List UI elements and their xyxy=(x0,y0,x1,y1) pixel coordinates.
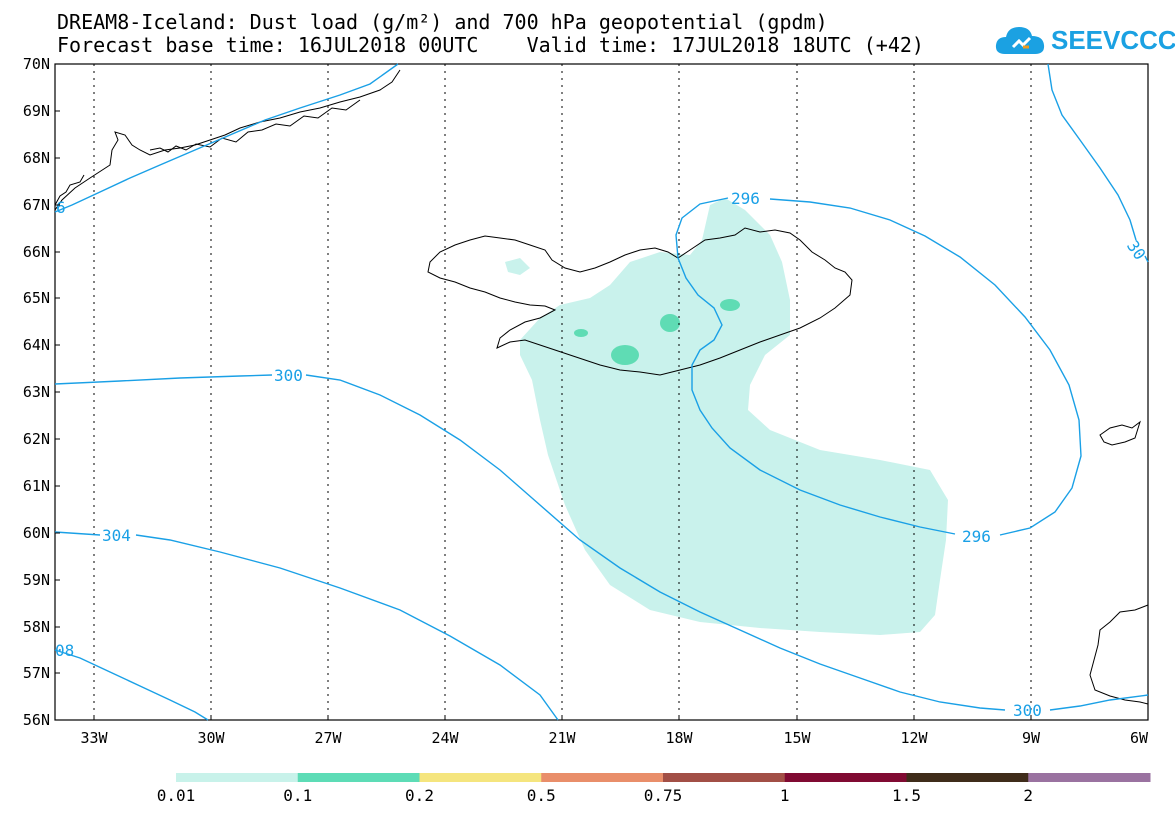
lat-tick-label: 70N xyxy=(23,55,50,73)
contour-label: 300 xyxy=(1013,701,1042,720)
greenland-coast-detail xyxy=(54,99,361,206)
contour-300 xyxy=(54,374,1149,711)
lon-tick-label: 33W xyxy=(80,729,108,747)
lat-tick-label: 57N xyxy=(23,664,50,682)
scotland-coast xyxy=(1089,604,1149,705)
lon-tick-label: 9W xyxy=(1022,729,1041,747)
contour-308 xyxy=(54,649,209,721)
colorbar-segment xyxy=(906,773,1029,782)
colorbar-segment xyxy=(1028,773,1151,782)
cloud-icon xyxy=(995,27,1045,54)
contour-300-nw xyxy=(54,63,399,213)
lon-tick-label: 12W xyxy=(900,729,928,747)
contour-300-east xyxy=(1047,63,1149,263)
contour-296 xyxy=(675,197,1082,536)
contour-label: 08 xyxy=(55,641,74,660)
lat-tick-label: 60N xyxy=(23,524,50,542)
lon-tick-label: 21W xyxy=(548,729,576,747)
logo-text: SEEVCCC xyxy=(1051,25,1175,55)
dust-patch xyxy=(660,314,680,332)
lat-tick-label: 59N xyxy=(23,571,50,589)
lon-tick-label: 30W xyxy=(197,729,225,747)
lon-tick-label: 6W xyxy=(1130,729,1149,747)
grid-lines xyxy=(93,64,1032,720)
lat-tick-label: 61N xyxy=(23,477,50,495)
colorbar-label: 1 xyxy=(779,786,790,805)
lon-tick-label: 15W xyxy=(783,729,811,747)
colorbar-segment xyxy=(663,773,786,782)
lat-tick-label: 67N xyxy=(23,196,50,214)
faroe-islands xyxy=(1099,420,1141,446)
title-line-1: DREAM8-Iceland: Dust load (g/m²) and 700… xyxy=(57,10,828,34)
colorbar-label: 0.5 xyxy=(526,786,556,805)
dust-area-low-west xyxy=(505,258,530,275)
contour-label: 304 xyxy=(102,526,131,545)
lat-tick-label: 62N xyxy=(23,430,50,448)
lon-axis: 33W 30W 27W 24W 21W 18W 15W 12W 9W 6W xyxy=(80,715,1149,747)
contour-label: 296 xyxy=(731,189,760,208)
contour-label: 296 xyxy=(962,527,991,546)
lat-tick-label: 64N xyxy=(23,336,50,354)
colorbar-label: 0.2 xyxy=(405,786,434,805)
colorbar-label: 0.01 xyxy=(156,786,196,805)
title-line-2: Forecast base time: 16JUL2018 00UTC Vali… xyxy=(57,33,924,57)
seevccc-logo: SEEVCCC xyxy=(993,18,1175,62)
iceland-coast xyxy=(427,227,853,376)
lat-tick-label: 58N xyxy=(23,618,50,636)
lat-tick-label: 69N xyxy=(23,102,50,120)
lat-tick-label: 56N xyxy=(23,711,50,729)
colorbar-segment xyxy=(541,773,664,782)
lat-tick-label: 65N xyxy=(23,289,50,307)
lon-tick-label: 24W xyxy=(431,729,459,747)
dust-patch xyxy=(574,329,588,337)
contour-304 xyxy=(54,531,559,721)
lat-axis: 70N 69N 68N 67N 66N 65N 64N 63N 62N 61N … xyxy=(23,55,60,729)
colorbar xyxy=(176,773,1151,782)
contour-labels: 300 304 296 296 300 30 08 6 xyxy=(55,189,1150,720)
dust-patch xyxy=(720,299,740,311)
colorbar-label: 1.5 xyxy=(892,786,921,805)
geopotential-contours xyxy=(54,63,1149,721)
colorbar-segment xyxy=(176,773,299,782)
coastlines xyxy=(54,69,1149,705)
lat-tick-label: 68N xyxy=(23,149,50,167)
dust-area-low xyxy=(520,198,948,635)
lat-tick-label: 66N xyxy=(23,243,50,261)
lon-tick-label: 18W xyxy=(665,729,693,747)
contour-label: 300 xyxy=(274,366,303,385)
colorbar-label: 0.75 xyxy=(643,786,683,805)
lat-tick-label: 63N xyxy=(23,383,50,401)
dust-field xyxy=(505,198,948,635)
colorbar-label: 2 xyxy=(1023,786,1034,805)
lon-tick-label: 27W xyxy=(314,729,342,747)
colorbar-segment xyxy=(784,773,907,782)
dust-patch xyxy=(611,345,639,365)
contour-label: 6 xyxy=(56,198,66,217)
colorbar-label: 0.1 xyxy=(283,786,313,805)
colorbar-segment xyxy=(297,773,420,782)
colorbar-segment xyxy=(419,773,542,782)
